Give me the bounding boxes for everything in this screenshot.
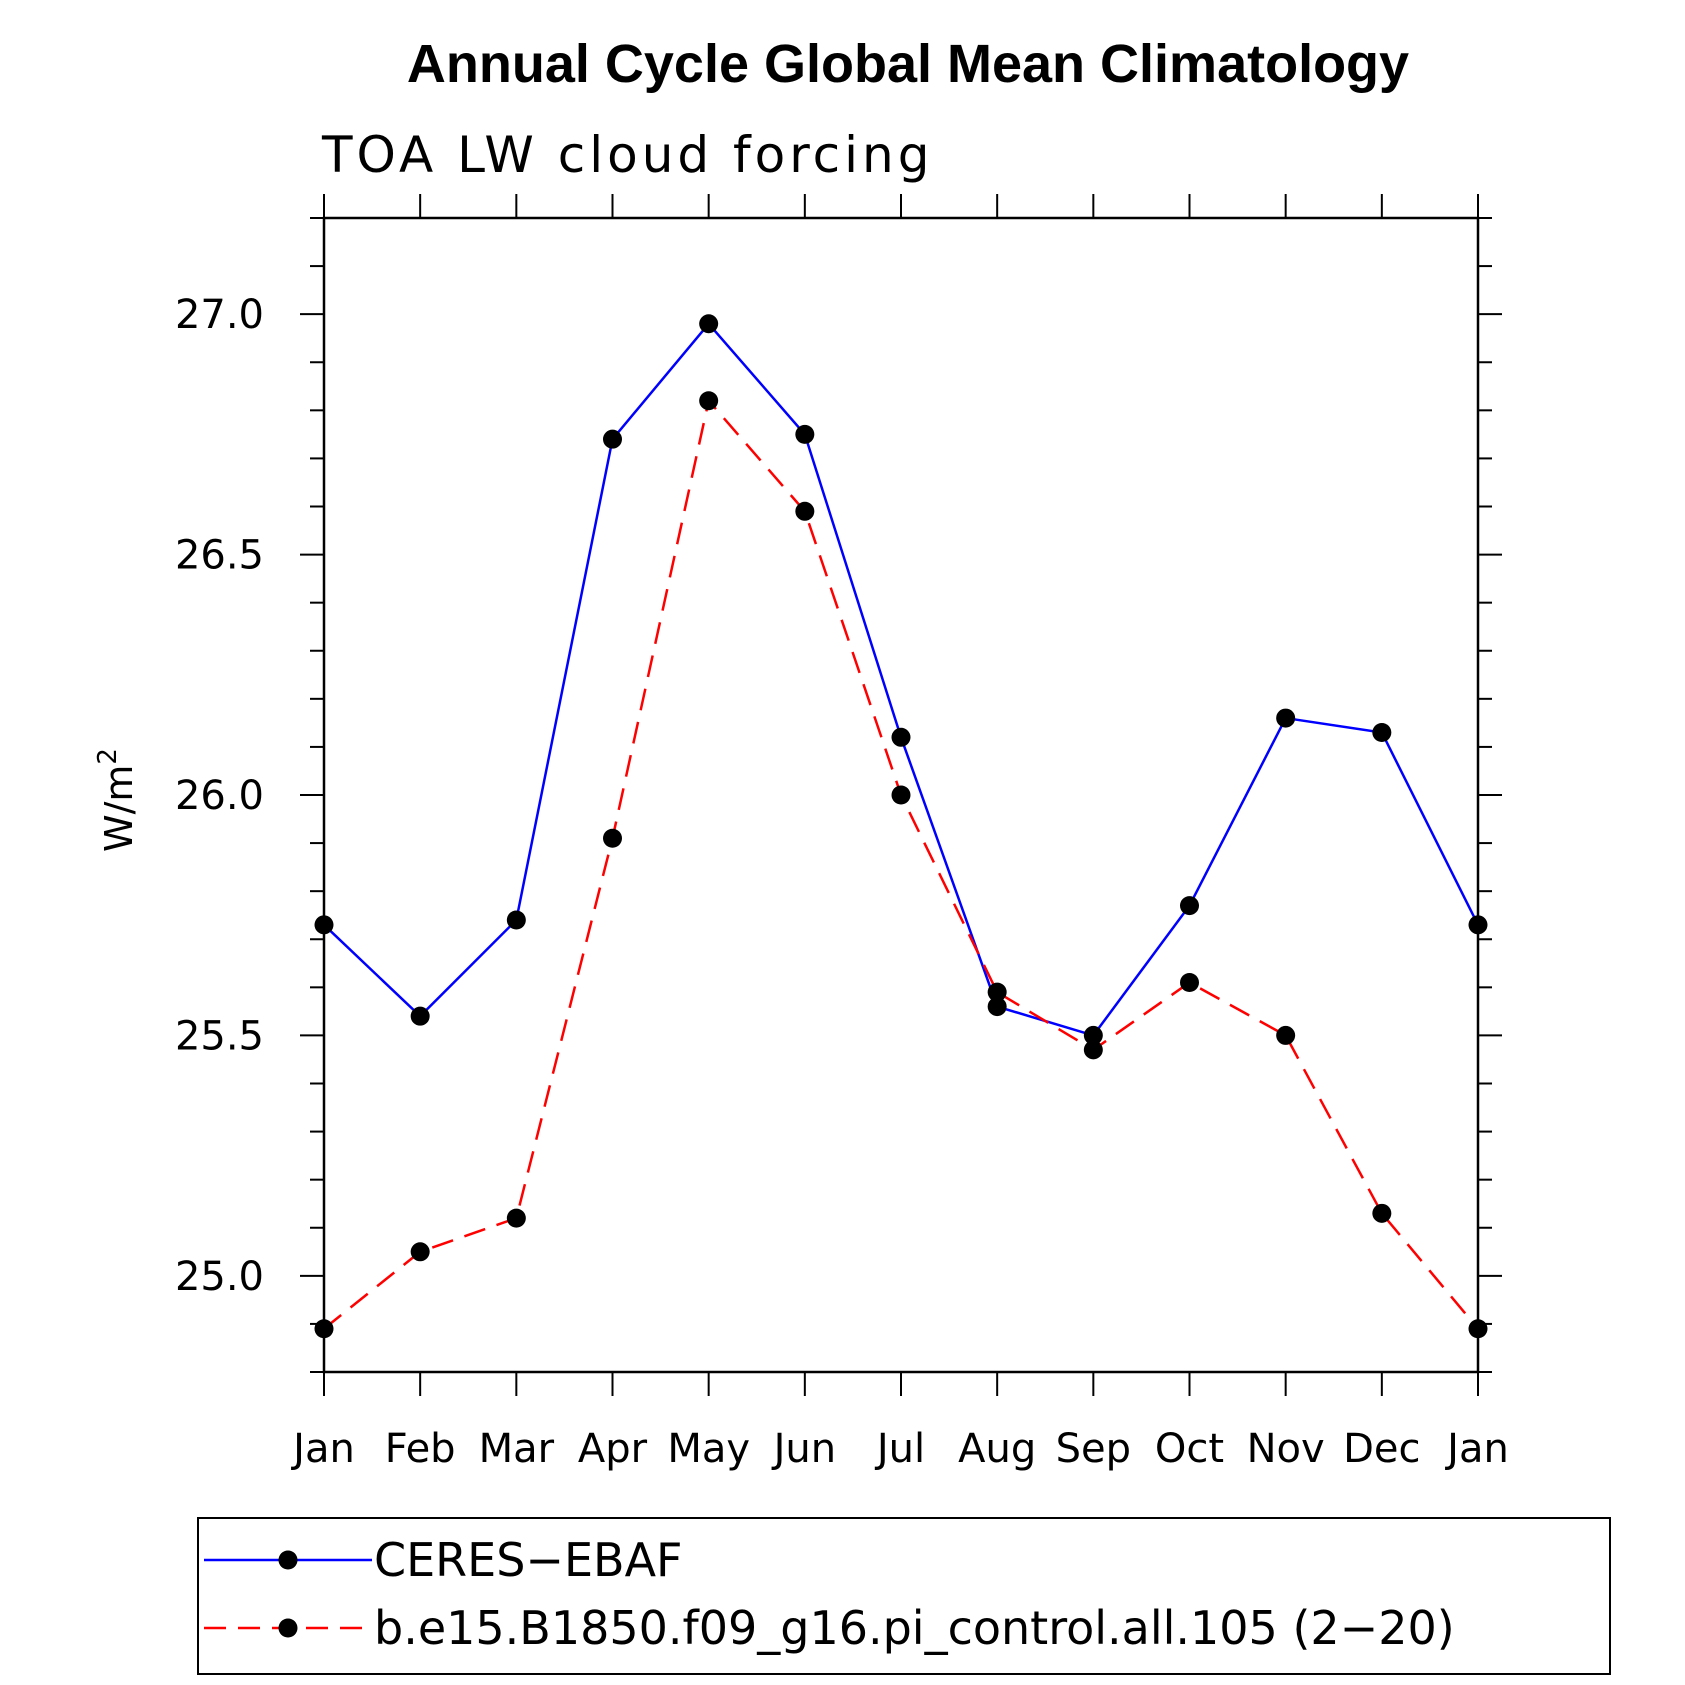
y-axis-label: W/m2 [93, 748, 141, 852]
x-tick-label: Jan [1444, 1426, 1509, 1472]
plot-frame [322, 216, 1480, 1374]
series-1-point [603, 429, 622, 449]
y-axis-label-superscript: 2 [93, 748, 123, 765]
series-1-point [891, 727, 911, 747]
y-tick-label: 27.0 [175, 292, 264, 338]
x-tick-label: Sep [1056, 1426, 1131, 1472]
x-tick-label: Aug [958, 1426, 1036, 1472]
series-2-point [1083, 1040, 1103, 1060]
y-tick-label: 25.0 [175, 1254, 264, 1300]
y-tick-label: 26.0 [175, 773, 264, 819]
chart-title: Annual Cycle Global Mean Climatology [407, 34, 1409, 94]
y-tick-label: 26.5 [175, 533, 264, 579]
x-tick-label: Feb [385, 1426, 456, 1472]
legend-box [197, 1517, 1611, 1675]
y-axis-label-text: W/m [97, 765, 141, 852]
series-2-point [314, 1319, 334, 1339]
legend-label-2: b.e15.B1850.f09_g16.pi_control.all.105 (… [374, 1601, 1455, 1655]
x-tick-label: Jul [874, 1426, 925, 1472]
series-2-point [410, 1242, 430, 1262]
series-1-point [1083, 1025, 1103, 1045]
series-1-point [1180, 896, 1199, 916]
svg-text:W/m2: W/m2 [93, 748, 141, 852]
series-2-point [987, 982, 1007, 1002]
series-1-point [699, 314, 719, 334]
series-line-1 [323, 321, 1480, 1037]
series-layer [314, 314, 1488, 1339]
series-2-point [699, 391, 719, 411]
x-tick-label: Jan [290, 1426, 355, 1472]
series-1-point [410, 1006, 430, 1026]
legend-label-1: CERES−EBAF [374, 1533, 683, 1587]
series-line-2 [323, 398, 1479, 1330]
series-1-point [1468, 915, 1488, 935]
series-1-point [506, 910, 526, 930]
series-2-point [506, 1208, 526, 1228]
x-tick-label: Oct [1155, 1426, 1224, 1472]
axis-ticks: 25.0 25.5 26.0 26.5 27.0 Jan Feb Mar Apr May Jun Ju… [175, 194, 1509, 1472]
series-2-point [1468, 1319, 1488, 1339]
x-tick-label: Jun [771, 1426, 837, 1472]
legend-marker-1 [278, 1550, 298, 1570]
series-1-point [987, 997, 1007, 1017]
series-1-point [1276, 708, 1296, 728]
x-tick-label: May [667, 1426, 750, 1472]
y-tick-label: 25.5 [175, 1013, 264, 1059]
x-tick-label: Nov [1247, 1426, 1325, 1472]
series-2-point [1180, 973, 1199, 993]
series-1-point [1372, 722, 1392, 742]
series-2-point [795, 501, 815, 521]
series-2-point [1276, 1025, 1296, 1045]
series-2-point [603, 828, 622, 848]
series-2-point [1372, 1203, 1392, 1223]
series-1-point [795, 424, 815, 444]
x-tick-label: Apr [578, 1426, 648, 1472]
x-tick-label: Mar [479, 1426, 555, 1472]
legend: CERES−EBAF b.e15.B1850.f09_g16.pi_control… [197, 1517, 1611, 1675]
series-1-point [314, 915, 334, 935]
x-tick-label: Dec [1343, 1426, 1420, 1472]
series-2-point [891, 785, 911, 805]
chart-subtitle: TOA LW cloud forcing [321, 126, 933, 184]
legend-marker-2 [278, 1618, 298, 1638]
